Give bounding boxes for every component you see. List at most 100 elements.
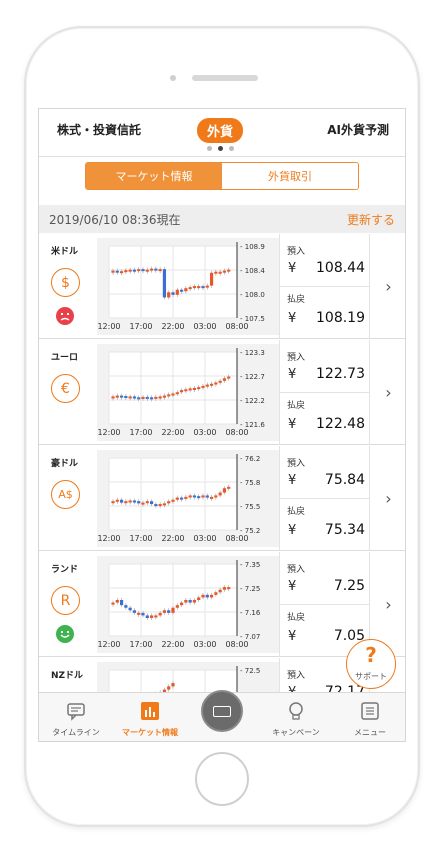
top-tab-bar: 株式・投資信託 外貨 AI外貨予測 [39,109,405,157]
chart-plot: - 76.2 - 75.8 - 75.5 - 75.2 12:00 17:00 22:00 0… [97,454,260,543]
price-chart[interactable]: - 108.9 - 108.4 - 108.0 - 107.5 12:00 17:00 22… [97,238,279,335]
support-button[interactable]: ? サポート [346,639,396,689]
candle [205,285,209,288]
candle [175,605,179,608]
deposit-rate: 75.84 [324,472,365,488]
currency-row[interactable]: ランド R - 7.35 - 7.25 - 7.16 - 7.07 12:00 17:00 22… [39,552,405,657]
y-tick-label: - 108.4 [240,267,265,275]
candle [167,394,171,397]
candle [205,594,209,598]
y-tick-label: - 108.9 [240,243,265,251]
segmented-control: マーケット情報 外貨取引 [85,162,359,190]
yen-symbol: ¥ [288,473,297,488]
nav-menu[interactable]: メニュー [333,693,405,741]
candle [179,602,184,606]
candle [132,396,137,399]
deposit-rate: 108.44 [316,260,365,276]
candle [209,383,214,386]
candle [137,501,141,504]
center-card-button[interactable] [201,690,243,732]
candle [218,589,222,593]
candle [158,269,162,272]
deposit-rate: 122.73 [316,366,365,382]
currency-row[interactable]: ユーロ € - 123.3 - 122.7 - 122.2 - 121.6 12:00 17:… [39,340,405,445]
yen-symbol: ¥ [288,579,297,594]
nav-timeline[interactable]: タイムライン [39,693,113,741]
candle [119,271,124,274]
page-dot [207,146,212,151]
candle [128,396,132,399]
y-tick-label: - 7.07 [240,633,260,641]
candle [192,388,197,390]
nav-campaign[interactable]: キャンペーン [259,693,333,741]
candle [175,289,179,295]
chevron-right-icon[interactable]: › [369,340,405,445]
candle [154,615,158,618]
candle [141,269,145,272]
deposit-rate: 7.25 [333,578,365,594]
question-icon: ? [365,643,377,667]
candle [218,492,222,496]
y-tick-label: - 122.2 [240,397,265,405]
candle [128,269,132,272]
candle [145,615,149,618]
candle [115,600,119,603]
segment-market-info[interactable]: マーケット情報 [86,163,222,189]
date-bar: 2019/06/10 08:36現在 更新する [39,205,405,233]
x-tick-label: 08:00 [225,322,248,331]
refresh-link[interactable]: 更新する [346,213,395,227]
withdraw-label: 払戻 [287,401,306,411]
home-button[interactable] [195,752,249,806]
chevron-right-icon[interactable]: › [369,234,405,339]
candle [149,615,154,618]
x-tick-label: 22:00 [161,322,184,331]
candle [137,612,141,615]
candle [184,496,188,499]
x-tick-label: 03:00 [193,534,216,543]
candle [154,504,158,507]
nav-campaign-label: キャンペーン [272,728,320,737]
candle [214,271,218,274]
bottom-nav: タイムライン マーケット情報 キャンペーン [39,690,405,741]
candle [188,287,192,290]
candle [154,396,158,399]
x-tick-label: 08:00 [225,428,248,437]
tab-stocks-funds[interactable]: 株式・投資信託 [57,123,142,137]
currency-row[interactable]: 豪ドル A$ - 76.2 - 75.8 - 75.5 - 75.2 12:00 17:00 2… [39,446,405,551]
currency-row[interactable]: 米ドル $ - 108.9 - 108.4 - 108.0 - 107.5 12:00 17:… [39,234,405,339]
candle [171,607,175,613]
candle [227,486,231,489]
candle [201,594,205,598]
x-tick-label: 17:00 [129,322,152,331]
price-chart[interactable]: - 7.35 - 7.25 - 7.16 - 7.07 12:00 17:00 22:00 0… [97,556,279,653]
candle [115,395,119,398]
candle [132,610,137,613]
tab-foreign-currency[interactable]: 外貨 [197,118,244,143]
page-dot [229,146,234,151]
sad-face-icon [56,307,74,325]
chevron-right-icon[interactable]: › [369,552,405,657]
candle [145,396,149,399]
rate-divider [280,392,370,393]
candle [132,269,137,272]
candle [197,387,201,390]
candle [205,495,209,498]
segment-fx-trade[interactable]: 外貨取引 [222,163,358,189]
currency-name: 豪ドル [51,459,79,469]
x-tick-label: 12:00 [97,640,120,649]
price-chart[interactable]: - 123.3 - 122.7 - 122.2 - 121.6 12:00 17:00 22… [97,344,279,441]
candle [201,495,205,498]
tab-ai-forecast[interactable]: AI外貨予測 [327,123,389,137]
y-tick-label: - 76.2 [240,455,260,463]
candle [124,396,128,399]
price-chart[interactable]: - 76.2 - 75.8 - 75.5 - 75.2 12:00 17:00 22:00 0… [97,450,279,547]
candle [128,500,132,503]
candle [192,286,197,289]
nav-market-info[interactable]: マーケット情報 [113,693,187,741]
candle [149,397,154,400]
candle [149,501,154,505]
chevron-right-icon[interactable]: › [369,446,405,551]
page-indicator [207,146,234,151]
camera-dot [170,75,176,81]
candle [209,594,214,598]
